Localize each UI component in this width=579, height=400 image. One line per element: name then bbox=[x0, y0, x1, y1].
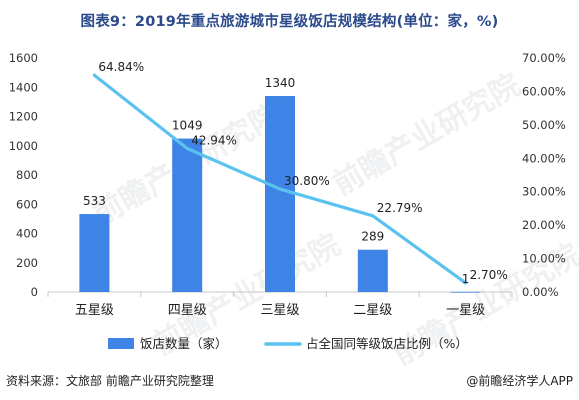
x-tick-label: 二星级 bbox=[353, 303, 392, 318]
combo-chart: 0 200 400 600 800 1000 1200 1400 1600 0.00% 10.00%… bbox=[9, 51, 566, 351]
bar bbox=[79, 214, 110, 292]
y-right-tick-label: 0.00% bbox=[522, 285, 559, 299]
legend-bar-swatch bbox=[108, 338, 134, 349]
bar bbox=[450, 291, 481, 293]
y-left-tick-label: 1000 bbox=[9, 139, 38, 153]
chart-title: 图表9：2019年重点旅游城市星级饭店规模结构(单位：家，%) bbox=[80, 14, 499, 30]
line-point bbox=[278, 187, 282, 191]
bar-data-label: 533 bbox=[83, 194, 106, 208]
line-data-label: 42.94% bbox=[191, 133, 237, 147]
y-left-tick-label: 800 bbox=[16, 168, 38, 182]
y-right-tick-label: 20.00% bbox=[522, 218, 566, 232]
y-left-tick-label: 400 bbox=[16, 227, 38, 241]
legend-bar-label: 饭店数量（家） bbox=[140, 336, 228, 351]
y-right-tick-label: 60.00% bbox=[522, 84, 566, 98]
line-point bbox=[464, 281, 468, 285]
y-left-tick-label: 0 bbox=[31, 285, 38, 299]
line-point bbox=[371, 214, 375, 218]
bar bbox=[172, 138, 203, 292]
y-right-tick-label: 70.00% bbox=[522, 51, 566, 65]
bar-data-label: 289 bbox=[361, 230, 384, 244]
y-right-tick-label: 40.00% bbox=[522, 151, 566, 165]
line-data-label: 64.84% bbox=[98, 60, 144, 74]
line-point bbox=[185, 146, 189, 150]
x-tick-label: 五星级 bbox=[75, 303, 114, 318]
legend-line-label: 占全国同等级饭店比例（%） bbox=[306, 336, 468, 351]
y-left-tick-label: 1400 bbox=[9, 80, 38, 94]
source-note: 资料来源：文旅部 前瞻产业研究院整理 bbox=[6, 374, 214, 388]
line-data-label: 2.70% bbox=[470, 268, 508, 282]
line-data-label: 22.79% bbox=[377, 201, 423, 215]
y-right-tick-label: 10.00% bbox=[522, 252, 566, 266]
brand-label: @前瞻经济学人APP bbox=[466, 374, 573, 388]
y-left-tick-label: 600 bbox=[16, 197, 38, 211]
y-left-tick-label: 200 bbox=[16, 256, 38, 270]
bar bbox=[357, 249, 388, 292]
y-left-tick-label: 1200 bbox=[9, 110, 38, 124]
bar-data-label: 1049 bbox=[172, 119, 203, 133]
bar bbox=[265, 96, 295, 293]
line-point bbox=[92, 73, 96, 77]
x-tick-label: 一星级 bbox=[446, 303, 485, 318]
line-data-label: 30.80% bbox=[284, 174, 330, 188]
y-right-tick-label: 50.00% bbox=[522, 118, 566, 132]
bar-data-label: 1 bbox=[462, 272, 470, 286]
x-tick-label: 三星级 bbox=[260, 303, 299, 318]
x-tick-label: 四星级 bbox=[168, 303, 207, 318]
y-right-tick-label: 30.00% bbox=[522, 185, 566, 199]
y-left-tick-label: 1600 bbox=[9, 51, 38, 65]
bar-data-label: 1340 bbox=[265, 76, 296, 90]
